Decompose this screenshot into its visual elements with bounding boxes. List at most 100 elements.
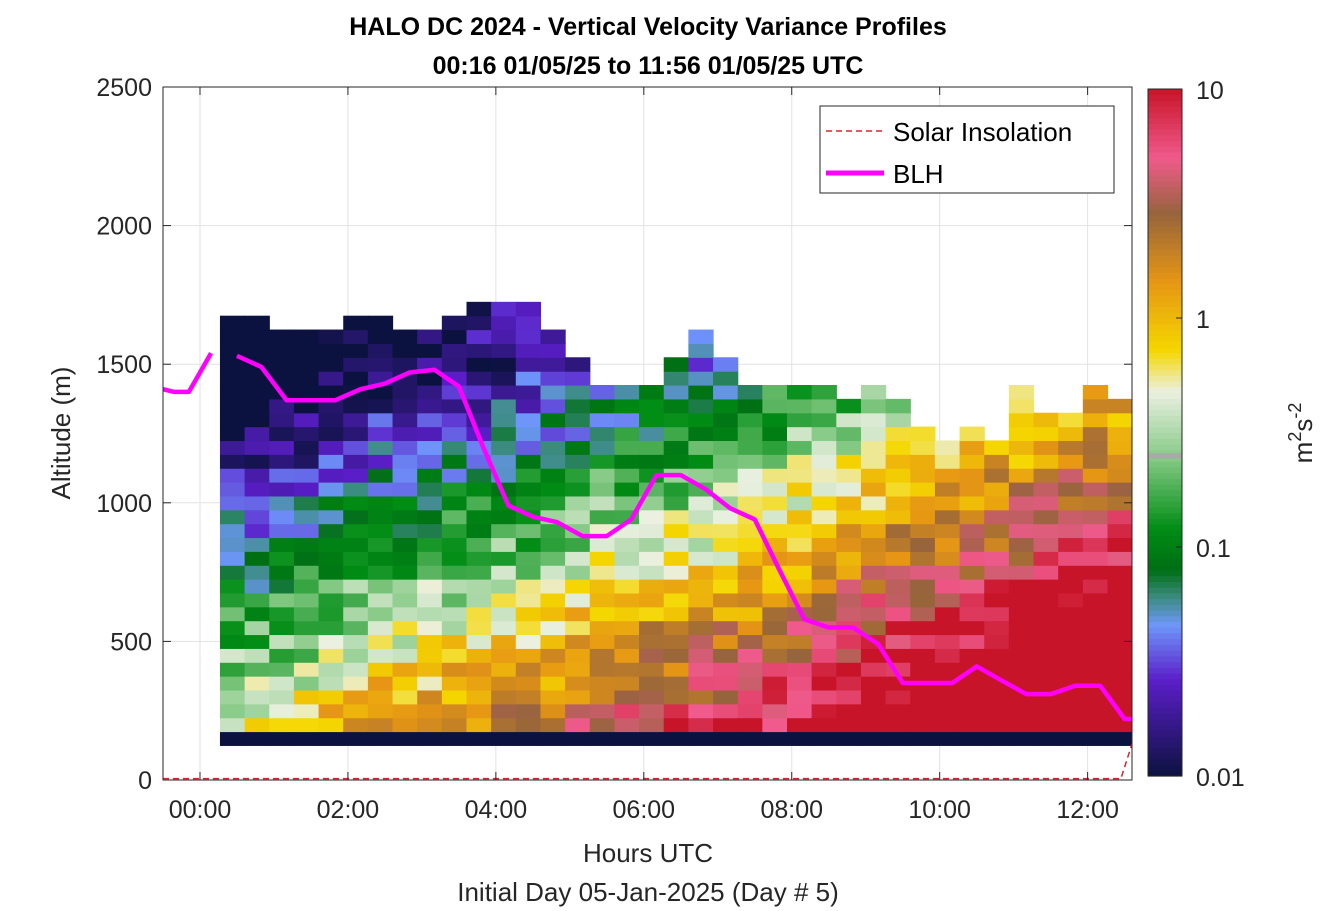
heatmap-cell (786, 426, 813, 442)
heatmap-cell (1107, 648, 1132, 663)
heatmap-cell (934, 509, 961, 525)
heatmap-cell (786, 551, 813, 566)
heatmap-cell (984, 689, 1010, 705)
heatmap-cell (688, 495, 714, 511)
heatmap-cell (1181, 510, 1206, 524)
heatmap-cell (343, 634, 369, 649)
heatmap-cell (984, 606, 1010, 622)
heatmap-cell (417, 579, 443, 594)
heatmap-cell (1008, 454, 1035, 469)
heatmap-cell (713, 662, 739, 677)
heatmap-cell (441, 426, 468, 442)
heatmap-cell (614, 440, 640, 455)
heatmap-cell (515, 592, 542, 608)
heatmap-cell (293, 329, 320, 345)
heatmap-cell (318, 509, 344, 525)
heatmap-cell (737, 454, 763, 469)
heatmap-cell (392, 343, 418, 358)
heatmap-cell (910, 426, 936, 442)
heatmap-cell (417, 384, 443, 400)
heatmap-cell (910, 717, 936, 733)
heatmap-cell (688, 648, 714, 663)
heatmap-cell (515, 565, 542, 580)
heatmap-cell (1058, 620, 1084, 636)
heatmap-cell (737, 648, 763, 663)
heatmap-cell (1033, 648, 1059, 663)
heatmap-cell (910, 579, 936, 594)
heatmap-cell (885, 648, 911, 663)
heatmap-cell (1008, 717, 1035, 733)
heatmap-cell (885, 454, 911, 469)
colorbar-segment (1148, 672, 1182, 680)
colorbar-tick-label: 10 (1196, 77, 1224, 105)
heatmap-cell (1255, 551, 1280, 565)
heatmap-cell (466, 703, 492, 719)
heatmap-cell (663, 523, 689, 539)
colorbar-segment (1148, 203, 1182, 210)
heatmap-cell (466, 662, 492, 677)
heatmap-cell (392, 689, 418, 705)
heatmap-cell (392, 662, 418, 677)
heatmap-cell (318, 703, 344, 719)
heatmap-cell (219, 717, 246, 733)
heatmap-cell (811, 426, 837, 442)
heatmap-cell (663, 426, 689, 442)
heatmap-cell (318, 537, 344, 552)
heatmap-cell (318, 620, 344, 636)
heatmap-cell (1008, 662, 1035, 677)
colorbar-segment (1148, 249, 1182, 256)
heatmap-cell (318, 426, 344, 442)
heatmap-cell (244, 717, 270, 733)
heatmap-cell (663, 412, 689, 428)
heatmap-cell (934, 703, 961, 719)
heatmap-cell (1082, 398, 1109, 414)
heatmap-cell (663, 662, 689, 677)
heatmap-cell (614, 592, 640, 608)
heatmap-cell (318, 592, 344, 608)
heatmap-cell (367, 662, 394, 677)
colorbar-segment (1148, 352, 1182, 359)
heatmap-cell (491, 523, 517, 539)
heatmap-cell (713, 579, 739, 594)
colorbar-segment (1148, 592, 1182, 600)
heatmap-cell (441, 676, 468, 691)
heatmap-cell (219, 440, 246, 455)
heatmap-cell (639, 634, 665, 649)
heatmap-cell (589, 648, 616, 663)
colorbar-segment (1148, 730, 1182, 737)
colorbar-segment (1148, 541, 1182, 548)
heatmap-cell (318, 412, 344, 428)
heatmap-cell (1206, 690, 1231, 704)
heatmap-cell (639, 731, 665, 746)
heatmap-cell (441, 620, 468, 636)
heatmap-cell (441, 509, 468, 525)
heatmap-cell (269, 343, 295, 358)
heatmap-cell (934, 482, 961, 497)
heatmap-cell (1107, 495, 1132, 511)
heatmap-cell (688, 523, 714, 539)
heatmap-cell (1181, 482, 1206, 496)
colorbar-segment (1148, 724, 1182, 731)
heatmap-cell (417, 398, 443, 414)
heatmap-cell (417, 440, 443, 455)
colorbar-segment (1148, 466, 1182, 474)
x-axis-ticks: 00:00 02:00 04:00 06:00 08:00 10:00 12:00 (169, 87, 1119, 824)
colorbar-marker (1148, 453, 1182, 459)
heatmap-cell (885, 398, 911, 414)
heatmap-cell (614, 579, 640, 594)
heatmap-cell (984, 454, 1010, 469)
heatmap-cell (836, 509, 862, 525)
heatmap-cell (1058, 565, 1084, 580)
heatmap-cell (219, 731, 246, 746)
heatmap-cell (811, 592, 837, 608)
heatmap-cell (1255, 718, 1280, 732)
heatmap-cell (1033, 426, 1059, 442)
colorbar-segment (1148, 358, 1182, 365)
colorbar-segment (1148, 581, 1182, 588)
x-tick-label: 02:00 (317, 796, 380, 824)
heatmap-cell (392, 357, 418, 372)
heatmap-cell (269, 329, 295, 345)
heatmap-cell (811, 717, 837, 733)
heatmap-cell (293, 384, 320, 400)
heatmap-cell (737, 468, 763, 483)
